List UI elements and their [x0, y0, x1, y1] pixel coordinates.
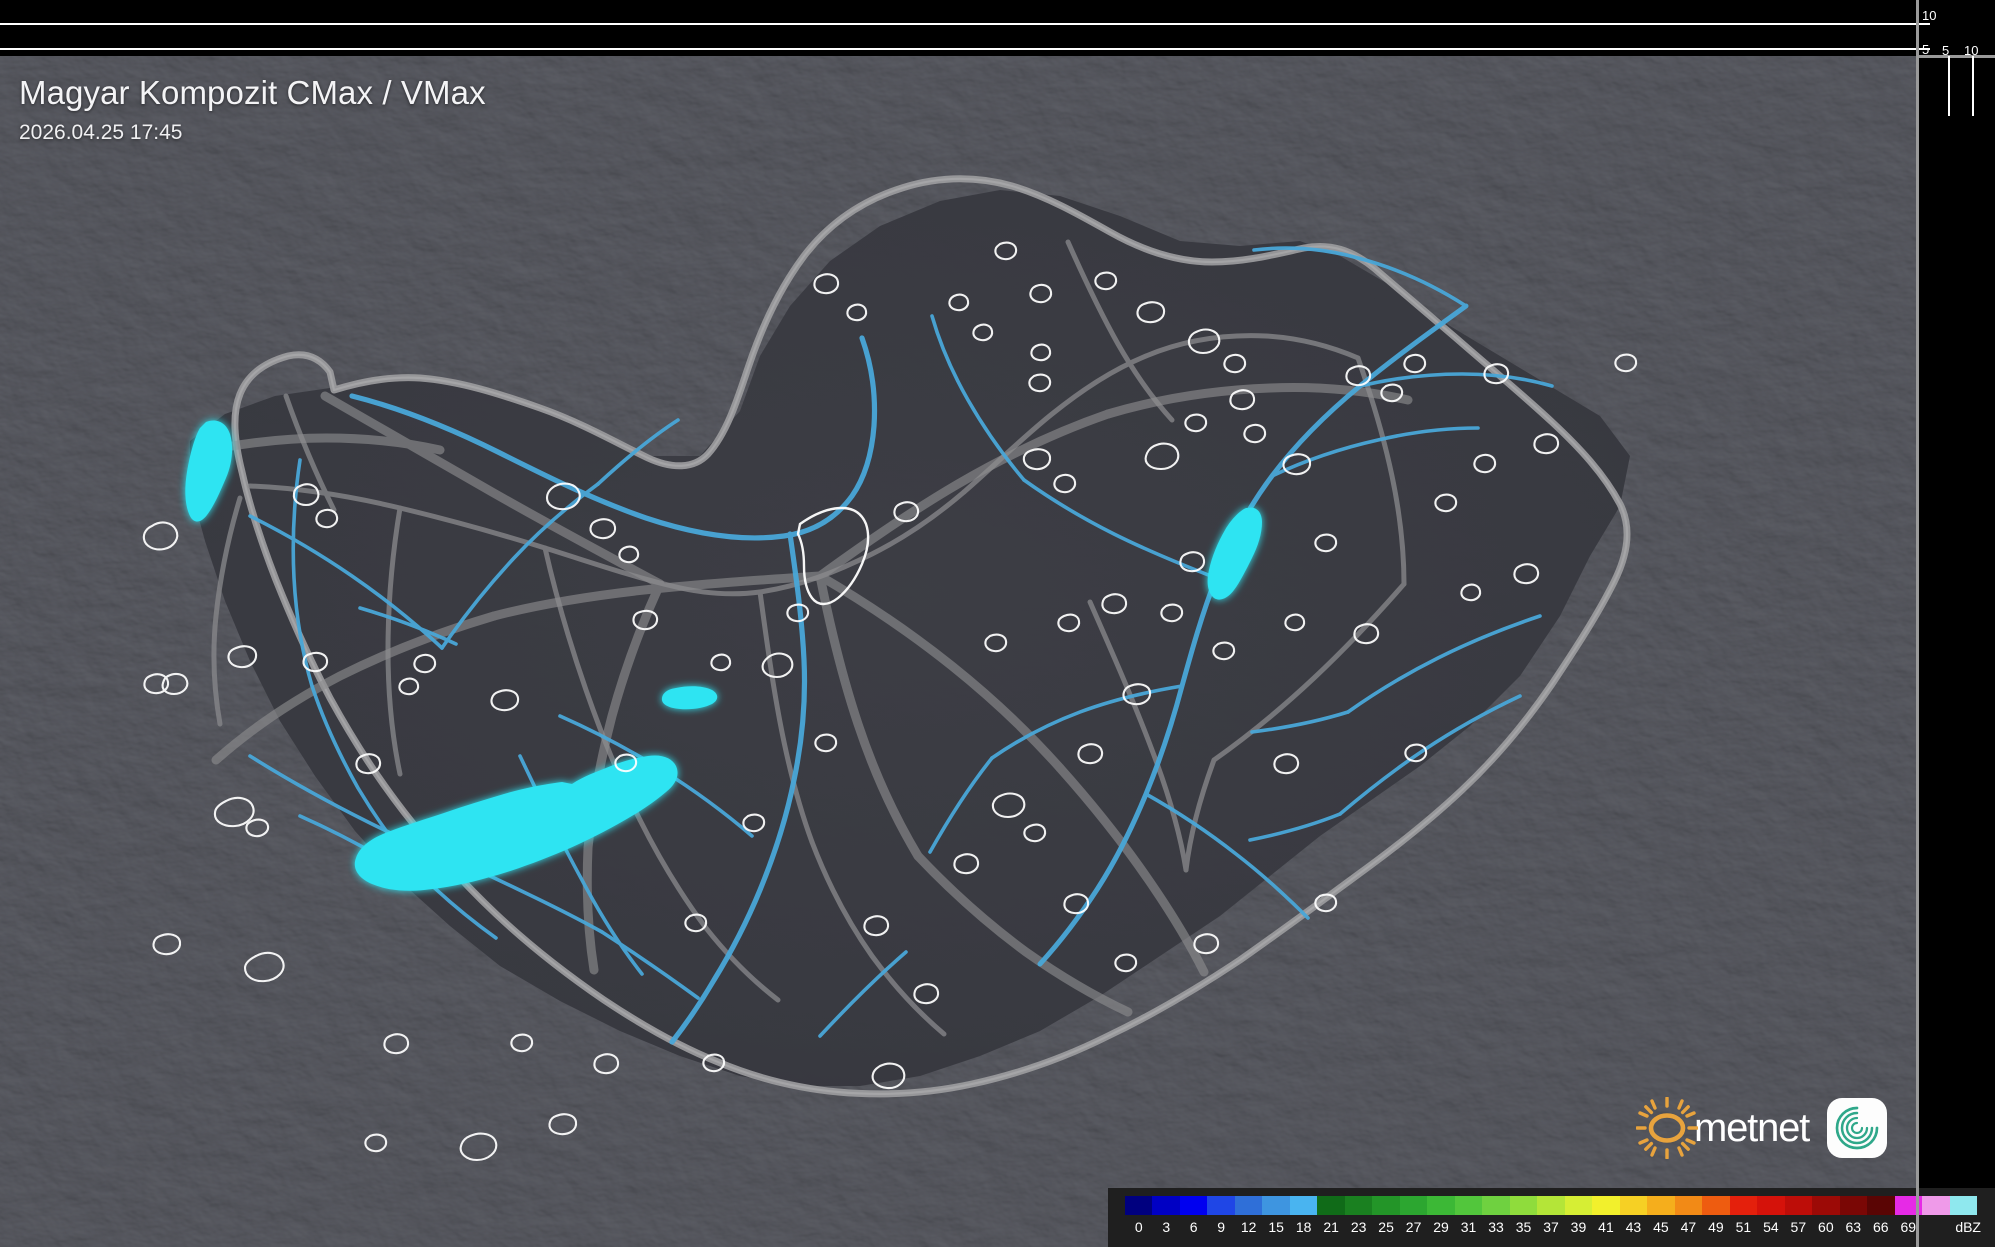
- hungary-radar-map[interactable]: [0, 56, 1916, 1247]
- colorbar-segment: [1179, 1196, 1208, 1215]
- colorbar-tick: 47: [1680, 1219, 1697, 1235]
- lakes: [185, 420, 1262, 891]
- colorbar-segment: [1152, 1196, 1180, 1215]
- colorbar-tick: 18: [1295, 1219, 1312, 1235]
- colorbar-segment: [1234, 1196, 1263, 1215]
- colorbar-tick: 37: [1543, 1219, 1559, 1235]
- colorbar-tick: 27: [1405, 1219, 1422, 1235]
- corner-axis-xlabel-5: 5: [1942, 43, 1950, 58]
- corner-axis-ylabel-5: 5: [1922, 42, 1930, 57]
- colorbar-segment: [1454, 1196, 1483, 1215]
- colorbar-segment: [1839, 1196, 1868, 1215]
- corner-axis-xlabel-10: 10: [1964, 43, 1979, 58]
- colorbar-segment: [1922, 1196, 1950, 1215]
- colorbar-tick: 43: [1625, 1219, 1642, 1235]
- colorbar-segment: [1509, 1196, 1538, 1215]
- lake-ferto: [185, 420, 233, 522]
- colorbar-tick: 60: [1818, 1219, 1834, 1235]
- colorbar-segment: [1949, 1196, 1978, 1215]
- corner-axis-tick-5: [1948, 56, 1950, 116]
- colorbar-tick: 54: [1763, 1219, 1779, 1235]
- lake-velence: [661, 686, 718, 710]
- sun-icon: [1635, 1096, 1699, 1160]
- colorbar-tick: 33: [1488, 1219, 1504, 1235]
- colorbar-segment: [1867, 1196, 1895, 1215]
- colorbar-tick: 23: [1350, 1219, 1367, 1235]
- top-black-strip: [0, 0, 1995, 56]
- colorbar-segment: [1674, 1196, 1703, 1215]
- colorbar-tick: 45: [1653, 1219, 1669, 1235]
- colorbar-tick: 9: [1217, 1219, 1226, 1235]
- corner-axis-vertical: [1916, 0, 1919, 1247]
- colorbar-segment: [1894, 1196, 1923, 1215]
- settlement-outlines: [142, 241, 1638, 1162]
- colorbar-tick: 21: [1323, 1219, 1339, 1235]
- metnet-logo[interactable]: metnet: [1635, 1096, 1888, 1160]
- colorbar-segment: [1399, 1196, 1428, 1215]
- colorbar-segment: [1729, 1196, 1758, 1215]
- colorbar-tick: 12: [1240, 1219, 1257, 1235]
- colorbar-tick: 66: [1873, 1219, 1889, 1235]
- river-tisza: [1037, 303, 1469, 967]
- colorbar-tick: 63: [1845, 1219, 1862, 1235]
- colorbar-segment: [1812, 1196, 1840, 1215]
- colorbar-segment: [1427, 1196, 1455, 1215]
- corner-axis-ylabel-10: 10: [1922, 8, 1937, 23]
- colorbar-tick-labels: dBZ 0 3 6 9 12 15 18 21 23 25 27 29 31 33 35 37 39 41 43 45…: [1125, 1218, 1981, 1240]
- corner-axis-horizontal: [1916, 55, 1995, 58]
- colorbar-tick: 15: [1268, 1219, 1284, 1235]
- colorbar-tick: 6: [1189, 1219, 1198, 1235]
- map-canvas[interactable]: [0, 56, 1916, 1247]
- colorbar-tick: 57: [1790, 1219, 1807, 1235]
- colorbar-tick: 3: [1162, 1219, 1171, 1235]
- colorbar-segment: [1262, 1196, 1290, 1215]
- lake-balaton: [354, 755, 678, 891]
- colorbar-tick: 49: [1708, 1219, 1724, 1235]
- metnet-wordmark: metnet: [1694, 1106, 1810, 1150]
- national-border-inner-shade: [233, 177, 1629, 1096]
- colorbar-segment: [1647, 1196, 1675, 1215]
- colorbar-tick: 39: [1570, 1219, 1587, 1235]
- gridline-upper: [0, 23, 1930, 25]
- colorbar-tick: 31: [1460, 1219, 1477, 1235]
- gridline-lower: [0, 48, 1930, 50]
- colorbar-segment: [1619, 1196, 1648, 1215]
- colorbar-tick: 51: [1735, 1219, 1752, 1235]
- colorbar-segment: [1564, 1196, 1593, 1215]
- colorbar-tick: 41: [1598, 1219, 1614, 1235]
- colorbar-segment: [1344, 1196, 1373, 1215]
- colorbar-unit-label: dBZ: [1955, 1219, 1981, 1235]
- colorbar-tick: 25: [1378, 1219, 1394, 1235]
- colorbar-segment: [1757, 1196, 1785, 1215]
- river-danube-south: [669, 531, 808, 1045]
- colorbar-segment: [1125, 1196, 1153, 1215]
- colorbar-segment: [1482, 1196, 1510, 1215]
- river-danube: [349, 335, 878, 541]
- colorbar-segment: [1537, 1196, 1565, 1215]
- colorbar-tick: 0: [1134, 1219, 1143, 1235]
- colorbar-tick: 69: [1900, 1219, 1917, 1235]
- colorbar-segment: [1702, 1196, 1730, 1215]
- colorbar-segment: [1207, 1196, 1235, 1215]
- lake-tisza: [1207, 507, 1262, 600]
- budapest-outline: [796, 506, 870, 606]
- colorbar-segment: [1372, 1196, 1400, 1215]
- colorbar-tick: 35: [1515, 1219, 1532, 1235]
- metnet-app-icon[interactable]: [1827, 1098, 1888, 1158]
- reflectivity-colorbar[interactable]: dBZ 0 3 6 9 12 15 18 21 23 25 27 29 31 33 35 37 39 41 43 45…: [1108, 1188, 1995, 1247]
- corner-axis-tick-10: [1972, 56, 1974, 116]
- colorbar-segment: [1784, 1196, 1813, 1215]
- colorbar-tick: 29: [1433, 1219, 1449, 1235]
- colorbar-segment: [1592, 1196, 1620, 1215]
- colorbar-gradient: [1125, 1196, 1978, 1215]
- colorbar-segment: [1317, 1196, 1345, 1215]
- colorbar-segment: [1289, 1196, 1318, 1215]
